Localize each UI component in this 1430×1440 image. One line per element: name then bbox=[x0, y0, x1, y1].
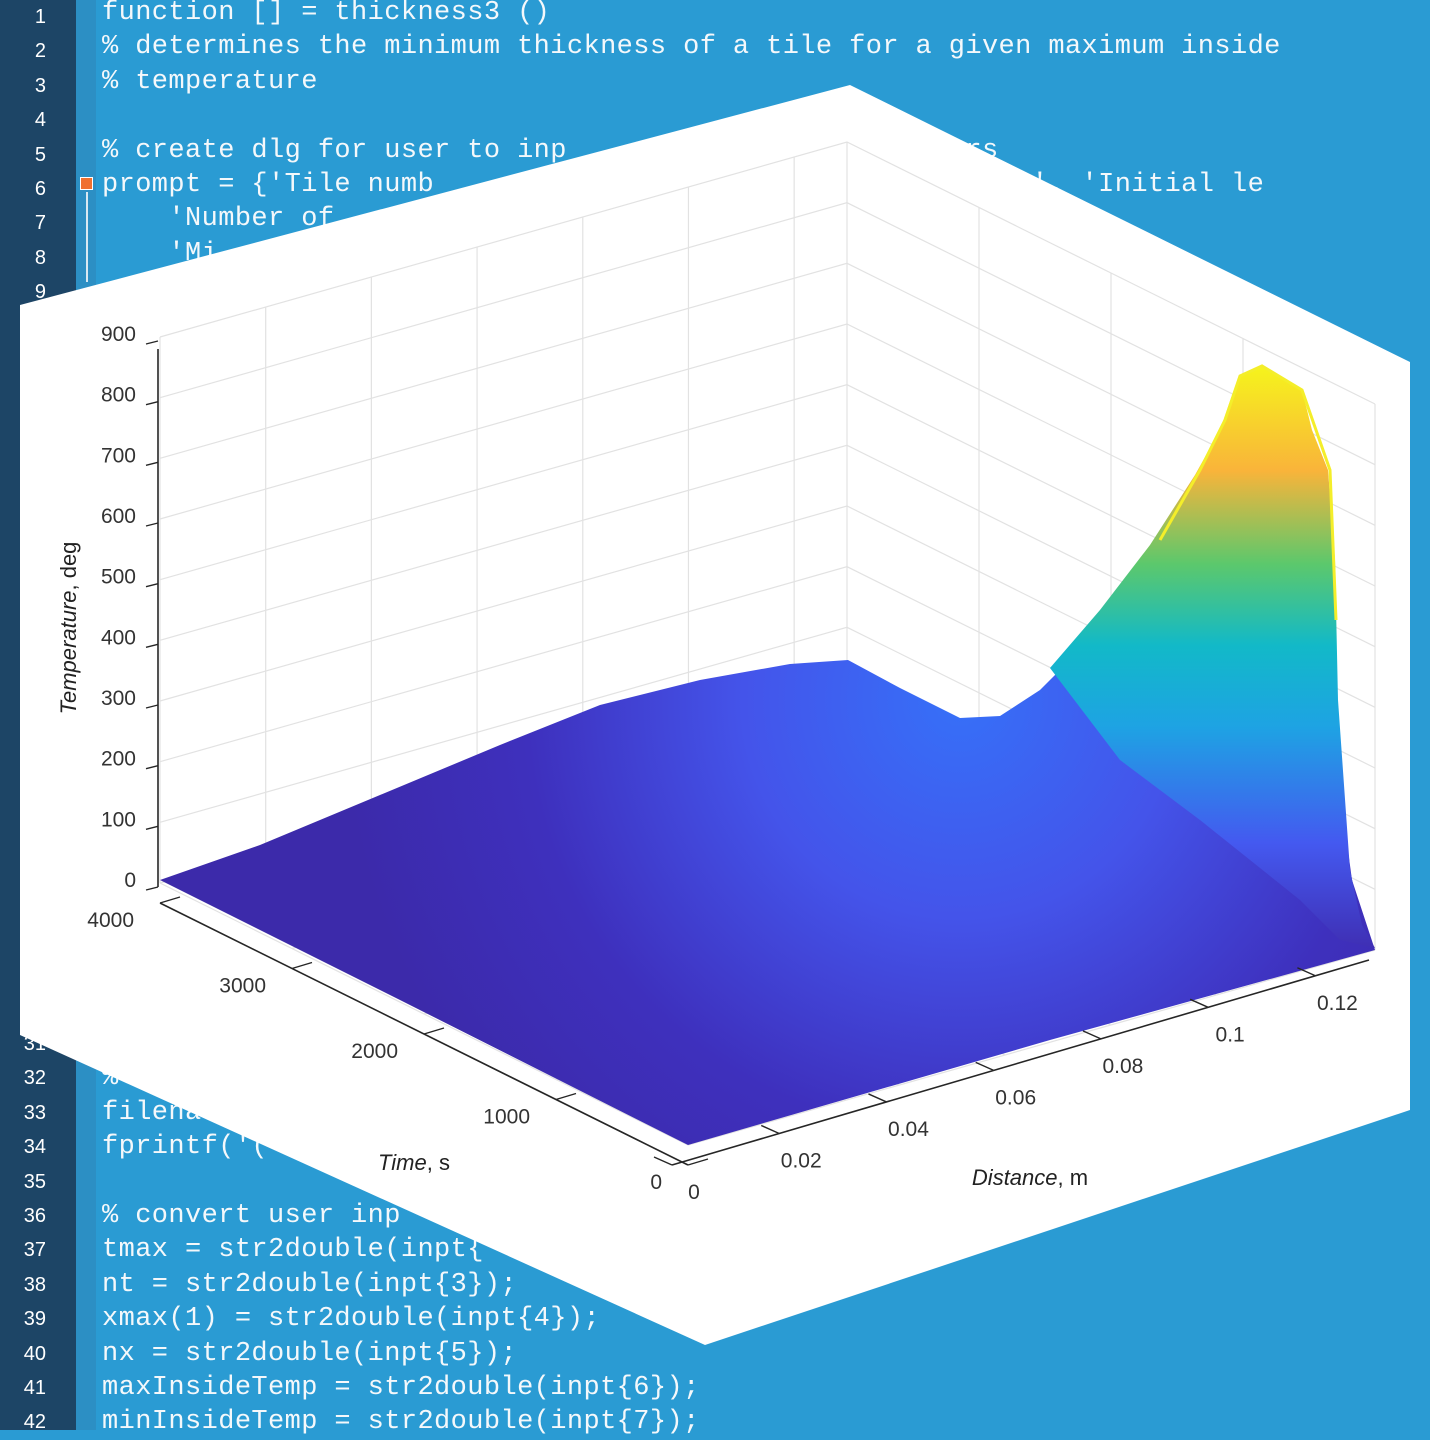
code-line[interactable]: function [] = thickness3 () bbox=[102, 0, 551, 28]
y-tick-label: 0 bbox=[650, 1171, 662, 1194]
z-tick-label: 400 bbox=[101, 626, 136, 649]
code-line[interactable]: maxInsideTemp = str2double(inpt{6}); bbox=[102, 1373, 700, 1403]
x-tick bbox=[868, 1093, 887, 1103]
x-tick bbox=[1297, 967, 1316, 977]
z-tick-label: 700 bbox=[101, 444, 136, 467]
x-tick-label: 0.12 bbox=[1317, 992, 1358, 1015]
line-number: 41 bbox=[23, 1377, 46, 1399]
line-number: 34 bbox=[23, 1136, 46, 1159]
x-tick bbox=[1189, 998, 1209, 1008]
z-tick-label: 300 bbox=[101, 687, 136, 710]
line-number: 5 bbox=[34, 143, 46, 166]
code-fold-line bbox=[86, 192, 88, 282]
code-line[interactable]: % temperature bbox=[102, 66, 318, 97]
code-line[interactable]: xmax(1) = str2double(inpt{4}); bbox=[102, 1304, 601, 1335]
x-tick-label: 0.04 bbox=[888, 1118, 929, 1141]
y-tick bbox=[423, 1027, 445, 1035]
x-tick-label: 0.08 bbox=[1102, 1055, 1143, 1078]
line-number: 3 bbox=[34, 74, 46, 97]
x-tick bbox=[975, 1061, 994, 1072]
y-axis-label-name: Time bbox=[378, 1150, 427, 1175]
surface-peak-edge bbox=[1158, 364, 1338, 621]
z-tick-label: 500 bbox=[101, 566, 136, 589]
line-number: 37 bbox=[23, 1239, 46, 1262]
line-number: 9 bbox=[34, 281, 46, 304]
code-line[interactable]: % determines the minimum thickness of a … bbox=[102, 32, 1281, 63]
x-tick-label: 0.02 bbox=[781, 1149, 822, 1172]
x-tick bbox=[653, 1156, 673, 1166]
z-tick bbox=[145, 461, 159, 467]
code-line[interactable]: fprintf('( bbox=[102, 1132, 269, 1163]
code-line[interactable]: nt = str2double(inpt{3}); bbox=[102, 1269, 518, 1300]
line-number: 32 bbox=[23, 1067, 46, 1090]
z-tick-label: 600 bbox=[101, 505, 136, 528]
line-number: 42 bbox=[23, 1411, 46, 1434]
y-tick-label: 3000 bbox=[219, 975, 266, 998]
line-number: 6 bbox=[34, 178, 46, 200]
line-number: 4 bbox=[34, 109, 46, 132]
z-tick-label: 200 bbox=[101, 748, 136, 771]
y-tick-label: 4000 bbox=[87, 909, 134, 932]
line-number: 35 bbox=[23, 1170, 46, 1193]
z-axis-label-unit: , deg bbox=[56, 542, 81, 591]
y-tick bbox=[291, 961, 313, 970]
z-tick-label: 800 bbox=[101, 384, 136, 407]
code-line[interactable]: tmax = str2double(inpt{ bbox=[102, 1235, 484, 1266]
z-tick bbox=[145, 582, 159, 588]
z-tick bbox=[145, 522, 159, 527]
x-tick-label: 0.1 bbox=[1216, 1023, 1245, 1046]
z-tick bbox=[145, 400, 159, 406]
x-tick-label: 0 bbox=[688, 1181, 700, 1204]
code-line[interactable]: % convert user inp bbox=[102, 1201, 401, 1231]
y-tick bbox=[555, 1092, 577, 1101]
z-tick bbox=[145, 825, 159, 831]
z-tick-label: 100 bbox=[101, 808, 136, 831]
x-tick bbox=[760, 1124, 780, 1135]
x-axis-label-unit: , m bbox=[1058, 1165, 1089, 1190]
z-tick bbox=[145, 340, 159, 345]
y-axis-label: Time, s bbox=[378, 1150, 450, 1175]
x-tick-label: 0.06 bbox=[995, 1086, 1036, 1109]
line-number: 36 bbox=[23, 1205, 46, 1227]
z-tick bbox=[145, 704, 159, 709]
line-number: 33 bbox=[23, 1101, 46, 1124]
z-tick-label: 900 bbox=[101, 323, 136, 346]
z-tick-label: 0 bbox=[124, 869, 136, 892]
code-line[interactable]: nx = str2double(inpt{5}); bbox=[102, 1338, 518, 1369]
code-line[interactable]: prompt = {'Tile numb e steps', 'Initial … bbox=[102, 168, 1264, 202]
z-tick bbox=[145, 886, 159, 891]
x-tick bbox=[1082, 1030, 1102, 1040]
y-tick-label: 1000 bbox=[483, 1106, 530, 1129]
x-axis-label: Distance, m bbox=[972, 1165, 1088, 1190]
line-number: 1 bbox=[34, 6, 46, 28]
x-axis-line bbox=[671, 959, 1370, 1166]
line-number: 40 bbox=[23, 1342, 46, 1365]
line-number: 39 bbox=[23, 1308, 46, 1331]
y-tick bbox=[159, 896, 181, 904]
line-number: 7 bbox=[34, 212, 46, 235]
x-axis-label-name: Distance bbox=[972, 1165, 1058, 1190]
z-tick bbox=[145, 764, 159, 770]
z-axis-label: Temperature, deg bbox=[56, 542, 81, 715]
y-axis-label-unit: , s bbox=[427, 1150, 450, 1175]
line-number: 8 bbox=[34, 246, 46, 269]
code-fold-icon[interactable] bbox=[80, 177, 93, 190]
y-floor-gridline bbox=[687, 949, 1376, 1146]
z-tick bbox=[145, 643, 159, 649]
line-number: 2 bbox=[34, 40, 46, 63]
z-axis-label-name: Temperature bbox=[56, 591, 81, 715]
y-tick bbox=[687, 1158, 709, 1166]
surface-peak-wall bbox=[1050, 366, 1375, 948]
line-number: 38 bbox=[23, 1273, 46, 1296]
y-tick-label: 2000 bbox=[351, 1040, 398, 1063]
code-line[interactable]: % create dlg for user to inp ers bbox=[102, 135, 999, 166]
